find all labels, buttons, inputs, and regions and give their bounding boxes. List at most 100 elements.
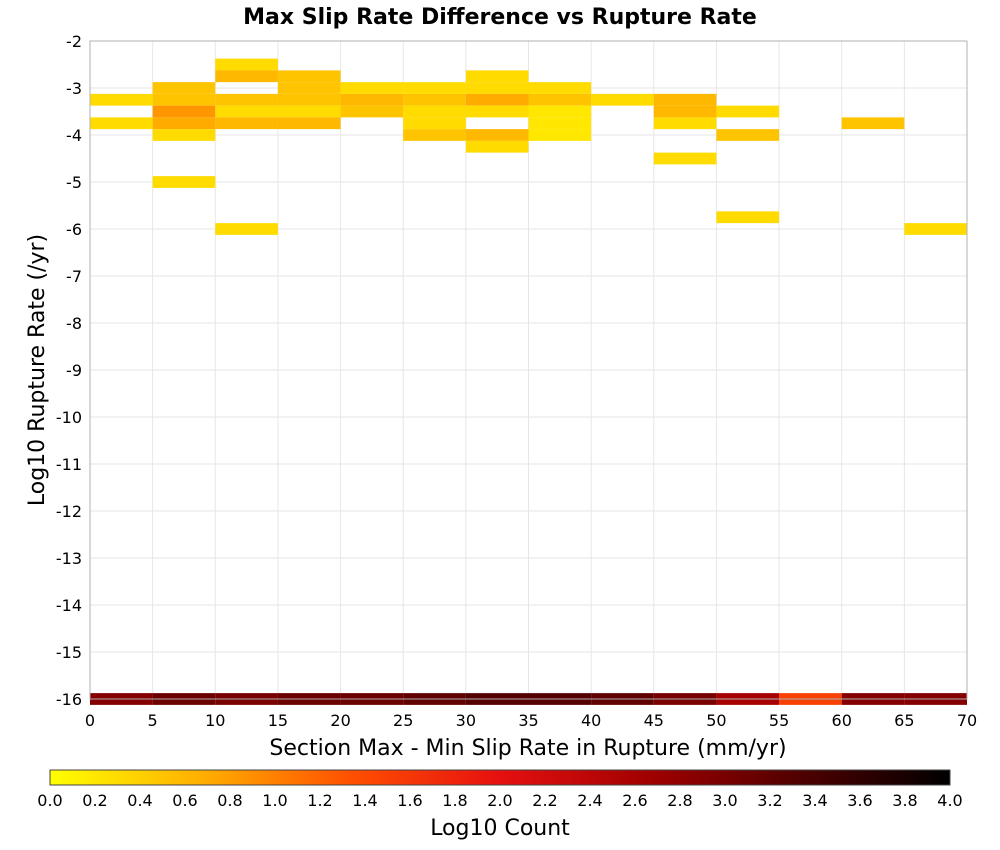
- heatmap-cell: [904, 223, 967, 235]
- colorbar-tick-label: 1.6: [397, 791, 422, 810]
- y-tick-label: -9: [66, 361, 82, 380]
- heatmap-cell: [403, 82, 466, 94]
- heatmap-cell: [277, 105, 341, 118]
- heatmap-cell: [465, 93, 529, 106]
- heatmap-cell: [465, 105, 529, 118]
- colorbar-tick-label: 0.2: [82, 791, 107, 810]
- colorbar-tick-label: 2.6: [622, 791, 647, 810]
- x-tick-label: 45: [644, 711, 664, 730]
- x-tick-label: 35: [518, 711, 538, 730]
- colorbar-tick-label: 2.4: [577, 791, 602, 810]
- heatmap-cell: [215, 223, 278, 235]
- y-tick-label: -12: [56, 502, 82, 521]
- colorbar-tick-label: 0.6: [172, 791, 197, 810]
- heatmap-cell: [152, 117, 216, 130]
- heatmap-cell: [215, 117, 278, 130]
- heatmap-cell: [277, 117, 341, 130]
- heatmap-cell: [653, 105, 717, 118]
- heatmap-cell: [277, 93, 341, 106]
- y-axis-label: Log10 Rupture Rate (/yr): [25, 234, 50, 506]
- colorbar-tick-label: 0.8: [217, 791, 242, 810]
- x-tick-label: 20: [330, 711, 350, 730]
- y-tick-label: -2: [66, 32, 82, 51]
- heatmap-cell: [152, 129, 216, 141]
- heatmap-cell: [152, 82, 216, 94]
- colorbar: [49, 769, 951, 786]
- y-tick-label: -10: [56, 408, 82, 427]
- heatmap-cell: [340, 82, 404, 94]
- heatmap-cell: [465, 70, 529, 83]
- heatmap-cell: [841, 117, 905, 130]
- heatmap-cell: [403, 105, 466, 118]
- x-tick-label: 60: [832, 711, 852, 730]
- heatmap-cell: [403, 93, 466, 106]
- colorbar-tick-label: 1.4: [352, 791, 377, 810]
- x-axis-label: Section Max - Min Slip Rate in Rupture (…: [269, 736, 786, 761]
- heatmap-cell: [152, 105, 216, 118]
- heatmap-cell: [403, 129, 466, 141]
- plot-frame: [89, 40, 968, 700]
- x-tick-label: 30: [456, 711, 476, 730]
- x-tick-label: 40: [581, 711, 601, 730]
- heatmap-cell: [653, 117, 717, 130]
- colorbar-tick-label: 3.8: [892, 791, 917, 810]
- x-tick-label: 55: [769, 711, 789, 730]
- y-tick-label: -3: [66, 79, 82, 98]
- colorbar-label: Log10 Count: [430, 816, 570, 841]
- colorbar-tick-label: 0.0: [37, 791, 62, 810]
- colorbar-tick-label: 3.4: [802, 791, 827, 810]
- x-axis-ticks: 0 5 10 15 20 25 30 35 40 45 50 55 60 65 70: [85, 711, 977, 730]
- y-tick-label: -8: [66, 314, 82, 333]
- colorbar-tick-label: 1.0: [262, 791, 287, 810]
- x-tick-label: 0: [85, 711, 95, 730]
- heatmap-cell: [277, 82, 341, 94]
- colorbar-ticks: 0.0 0.2 0.4 0.6 0.8 1.0 1.2 1.4 1.6 1.8 2.0 2.2 2.4 2…: [37, 791, 962, 810]
- x-tick-label: 65: [894, 711, 914, 730]
- x-tick-label: 5: [148, 711, 158, 730]
- heatmap-cell: [340, 105, 404, 118]
- colorbar-tick-label: 3.6: [847, 791, 872, 810]
- heatmap-cell: [215, 58, 278, 71]
- x-tick-label: 25: [393, 711, 413, 730]
- heatmap-cell: [716, 105, 780, 118]
- heatmap-cell: [465, 129, 529, 141]
- heatmap-cell: [465, 82, 529, 94]
- chart-title: Max Slip Rate Difference vs Rupture Rate: [243, 5, 757, 30]
- heatmap-cell: [403, 117, 466, 130]
- x-tick-label: 50: [706, 711, 726, 730]
- heatmap-cell: [716, 129, 780, 141]
- colorbar-tick-label: 3.0: [712, 791, 737, 810]
- y-tick-label: -11: [56, 455, 82, 474]
- heatmap-cell: [90, 117, 153, 130]
- y-tick-label: -13: [56, 549, 82, 568]
- heatmap-cell: [528, 93, 592, 106]
- y-tick-label: -6: [66, 220, 82, 239]
- y-tick-label: -5: [66, 173, 82, 192]
- y-tick-label: -16: [56, 690, 82, 709]
- heatmap-cell: [591, 93, 654, 106]
- heatmap-cell: [215, 93, 278, 106]
- heatmap-cell: [277, 70, 341, 83]
- heatmap-cell: [528, 105, 592, 118]
- heatmap-cell: [90, 93, 153, 106]
- x-tick-label: 15: [268, 711, 288, 730]
- colorbar-tick-label: 2.8: [667, 791, 692, 810]
- heatmap-cell: [653, 93, 717, 106]
- heatmap-cell: [716, 211, 780, 224]
- colorbar-tick-label: 2.0: [487, 791, 512, 810]
- heatmap-cell: [528, 117, 592, 130]
- colorbar-tick-label: 1.8: [442, 791, 467, 810]
- y-tick-label: -14: [56, 596, 82, 615]
- heatmap-cell: [152, 176, 216, 188]
- heatmap-cell: [528, 82, 592, 94]
- colorbar-tick-label: 1.2: [307, 791, 332, 810]
- heatmap-cell: [215, 105, 278, 118]
- x-tick-label: 70: [957, 711, 977, 730]
- y-tick-label: -4: [66, 126, 82, 145]
- y-tick-label: -7: [66, 267, 82, 286]
- heatmap-cell: [215, 70, 278, 83]
- colorbar-tick-label: 2.2: [532, 791, 557, 810]
- colorbar-tick-label: 3.2: [757, 791, 782, 810]
- y-tick-label: -15: [56, 643, 82, 662]
